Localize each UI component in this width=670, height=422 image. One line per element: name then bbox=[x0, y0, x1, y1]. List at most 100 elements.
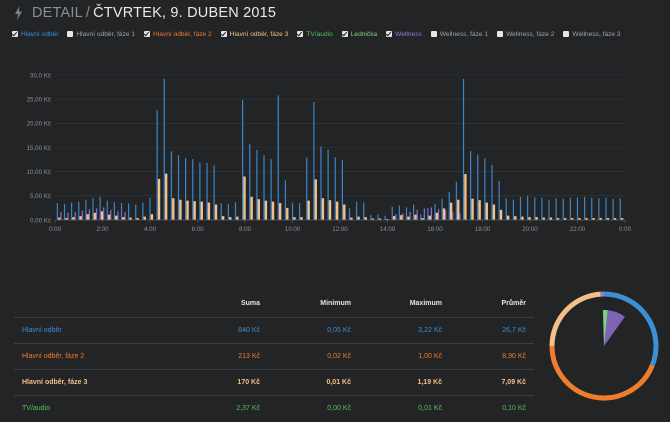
chart-bar-wellness[interactable] bbox=[67, 212, 69, 220]
chart-bar-hlavni-odber-faze-3[interactable] bbox=[136, 218, 139, 220]
chart-bar-wellness[interactable] bbox=[409, 211, 411, 220]
chart-bar-hlavni-odber-faze-3[interactable] bbox=[442, 208, 446, 220]
chart-bar-hlavni-odber[interactable] bbox=[434, 204, 436, 220]
legend-item-wellness[interactable]: Wellness bbox=[386, 31, 422, 38]
chart-bar-hlavni-odber-faze-3[interactable] bbox=[478, 200, 481, 220]
legend-checkbox[interactable] bbox=[386, 31, 393, 37]
chart-bar-hlavni-odber-faze-3[interactable] bbox=[100, 211, 104, 220]
chart-bar-hlavni-odber-faze-3[interactable] bbox=[65, 218, 68, 220]
chart-bar-hlavni-odber[interactable] bbox=[427, 207, 429, 220]
chart-bar-hlavni-odber-faze-3[interactable] bbox=[421, 218, 424, 220]
chart-bar-hlavni-odber[interactable] bbox=[356, 201, 358, 220]
chart-bar-wellness[interactable] bbox=[60, 212, 62, 220]
chart-bar-hlavni-odber-faze-3[interactable] bbox=[385, 219, 389, 220]
chart-bar-hlavni-odber[interactable] bbox=[220, 203, 222, 220]
chart-bar-hlavni-odber-faze-3[interactable] bbox=[143, 216, 146, 220]
chart-bar-hlavni-odber[interactable] bbox=[99, 196, 101, 220]
chart-bar-hlavni-odber[interactable] bbox=[78, 201, 80, 220]
chart-bar-wellness[interactable] bbox=[430, 207, 433, 220]
chart-bar-hlavni-odber[interactable] bbox=[242, 100, 244, 220]
chart-bar-hlavni-odber[interactable] bbox=[320, 146, 322, 220]
chart-bar-hlavni-odber-faze-3[interactable] bbox=[620, 218, 624, 220]
chart-bar-hlavni-odber[interactable] bbox=[128, 203, 130, 220]
chart-bar-hlavni-odber-faze-3[interactable] bbox=[343, 204, 346, 220]
chart-bar-hlavni-odber[interactable] bbox=[313, 102, 315, 220]
chart-bar-hlavni-odber[interactable] bbox=[384, 215, 386, 220]
chart-bar-hlavni-odber[interactable] bbox=[149, 197, 151, 220]
chart-bar-hlavni-odber[interactable] bbox=[370, 215, 372, 220]
legend-item-hlavni-odber-faze-1[interactable]: Hlavní odběr, fáze 1 bbox=[67, 31, 135, 38]
chart-bar-hlavni-odber[interactable] bbox=[85, 199, 87, 220]
chart-bar-hlavni-odber[interactable] bbox=[234, 202, 237, 220]
chart-bar-hlavni-odber-faze-3[interactable] bbox=[214, 204, 218, 220]
chart-bar-hlavni-odber[interactable] bbox=[484, 158, 486, 220]
chart-bar-hlavni-odber[interactable] bbox=[491, 164, 493, 220]
chart-bar-wellness[interactable] bbox=[95, 208, 98, 220]
chart-bar-hlavni-odber-faze-3[interactable] bbox=[606, 218, 610, 220]
chart-bar-hlavni-odber[interactable] bbox=[548, 199, 550, 220]
chart-bar-hlavni-odber-faze-3[interactable] bbox=[79, 216, 82, 220]
chart-bar-hlavni-odber[interactable] bbox=[92, 198, 94, 220]
chart-bar-hlavni-odber-faze-3[interactable] bbox=[435, 212, 439, 220]
chart-bar-hlavni-odber-faze-3[interactable] bbox=[528, 217, 531, 220]
chart-bar-hlavni-odber[interactable] bbox=[348, 208, 351, 220]
chart-bar-hlavni-odber[interactable] bbox=[71, 202, 73, 220]
chart-bar-hlavni-odber[interactable] bbox=[256, 149, 258, 220]
chart-bar-hlavni-odber-faze-3[interactable] bbox=[72, 217, 75, 220]
donut-segment-hlavni-odber[interactable] bbox=[603, 291, 659, 367]
chart-bar-hlavni-odber-faze-3[interactable] bbox=[350, 217, 353, 220]
table-row[interactable]: Hlavní odběr, fáze 2 213 Kč 0,02 Kč 1,00 Kč… bbox=[14, 343, 534, 369]
chart-bar-wellness[interactable] bbox=[395, 214, 397, 220]
chart-bar-hlavni-odber-faze-3[interactable] bbox=[300, 217, 303, 220]
chart-bar-hlavni-odber[interactable] bbox=[199, 162, 201, 220]
chart-bar-hlavni-odber[interactable] bbox=[170, 151, 172, 220]
chart-bar-hlavni-odber[interactable] bbox=[341, 160, 343, 220]
chart-bar-hlavni-odber-faze-3[interactable] bbox=[86, 214, 89, 220]
chart-bar-hlavni-odber[interactable] bbox=[562, 198, 564, 220]
chart-bar-hlavni-odber[interactable] bbox=[605, 197, 607, 220]
chart-bar-hlavni-odber[interactable] bbox=[163, 78, 165, 220]
chart-bar-hlavni-odber-faze-3[interactable] bbox=[229, 217, 232, 220]
legend-checkbox[interactable] bbox=[563, 31, 570, 37]
chart-bar-hlavni-odber-faze-3[interactable] bbox=[535, 217, 538, 220]
chart-bar-hlavni-odber-faze-3[interactable] bbox=[357, 216, 360, 220]
chart-bar-hlavni-odber-faze-3[interactable] bbox=[449, 202, 453, 220]
chart-bar-wellness[interactable] bbox=[88, 209, 91, 220]
chart-bar-wellness[interactable] bbox=[74, 211, 76, 220]
chart-bar-hlavni-odber-faze-3[interactable] bbox=[236, 216, 239, 220]
chart-bar-hlavni-odber-faze-3[interactable] bbox=[599, 218, 602, 220]
legend-checkbox[interactable] bbox=[430, 31, 437, 37]
chart-bar-wellness[interactable] bbox=[459, 213, 461, 220]
chart-bar-hlavni-odber-faze-3[interactable] bbox=[400, 215, 403, 220]
chart-bar-hlavni-odber-faze-3[interactable] bbox=[307, 200, 310, 220]
chart-bar-hlavni-odber-faze-3[interactable] bbox=[293, 217, 296, 220]
chart-bar-hlavni-odber-faze-3[interactable] bbox=[107, 214, 111, 220]
chart-bar-hlavni-odber-faze-3[interactable] bbox=[264, 200, 268, 220]
chart-bar-wellness[interactable] bbox=[402, 213, 404, 220]
legend-item-wellness-faze-2[interactable]: Wellness, fáze 2 bbox=[497, 31, 554, 38]
chart-bar-wellness[interactable] bbox=[445, 210, 447, 220]
chart-bar-hlavni-odber-faze-3[interactable] bbox=[164, 173, 168, 220]
chart-bar-wellness[interactable] bbox=[103, 207, 105, 220]
chart-bar-hlavni-odber[interactable] bbox=[113, 202, 115, 220]
chart-bar-hlavni-odber-faze-3[interactable] bbox=[613, 218, 617, 220]
chart-bar-hlavni-odber[interactable] bbox=[619, 198, 621, 220]
chart-bar-hlavni-odber[interactable] bbox=[327, 149, 329, 220]
legend-item-hlavni-odber[interactable]: Hlavní odběr bbox=[12, 31, 58, 38]
chart-bar-hlavni-odber[interactable] bbox=[391, 206, 393, 220]
chart-bar-hlavni-odber-faze-3[interactable] bbox=[186, 200, 189, 220]
chart-bar-hlavni-odber[interactable] bbox=[56, 203, 58, 220]
chart-bar-hlavni-odber[interactable] bbox=[263, 155, 265, 220]
chart-bar-hlavni-odber[interactable] bbox=[534, 197, 536, 220]
chart-bar-hlavni-odber[interactable] bbox=[270, 159, 272, 220]
chart-bar-hlavni-odber-faze-3[interactable] bbox=[314, 179, 317, 220]
legend-checkbox[interactable] bbox=[67, 31, 74, 37]
chart-bar-hlavni-odber[interactable] bbox=[277, 95, 279, 220]
chart-bar-wellness[interactable] bbox=[423, 208, 425, 220]
chart-bar-hlavni-odber-faze-3[interactable] bbox=[563, 218, 567, 220]
chart-bar-hlavni-odber[interactable] bbox=[192, 159, 194, 220]
chart-bar-hlavni-odber[interactable] bbox=[291, 202, 294, 220]
chart-bar-hlavni-odber[interactable] bbox=[206, 162, 208, 220]
chart-bar-wellness[interactable] bbox=[452, 212, 454, 220]
chart-bar-hlavni-odber-faze-3[interactable] bbox=[457, 199, 460, 220]
